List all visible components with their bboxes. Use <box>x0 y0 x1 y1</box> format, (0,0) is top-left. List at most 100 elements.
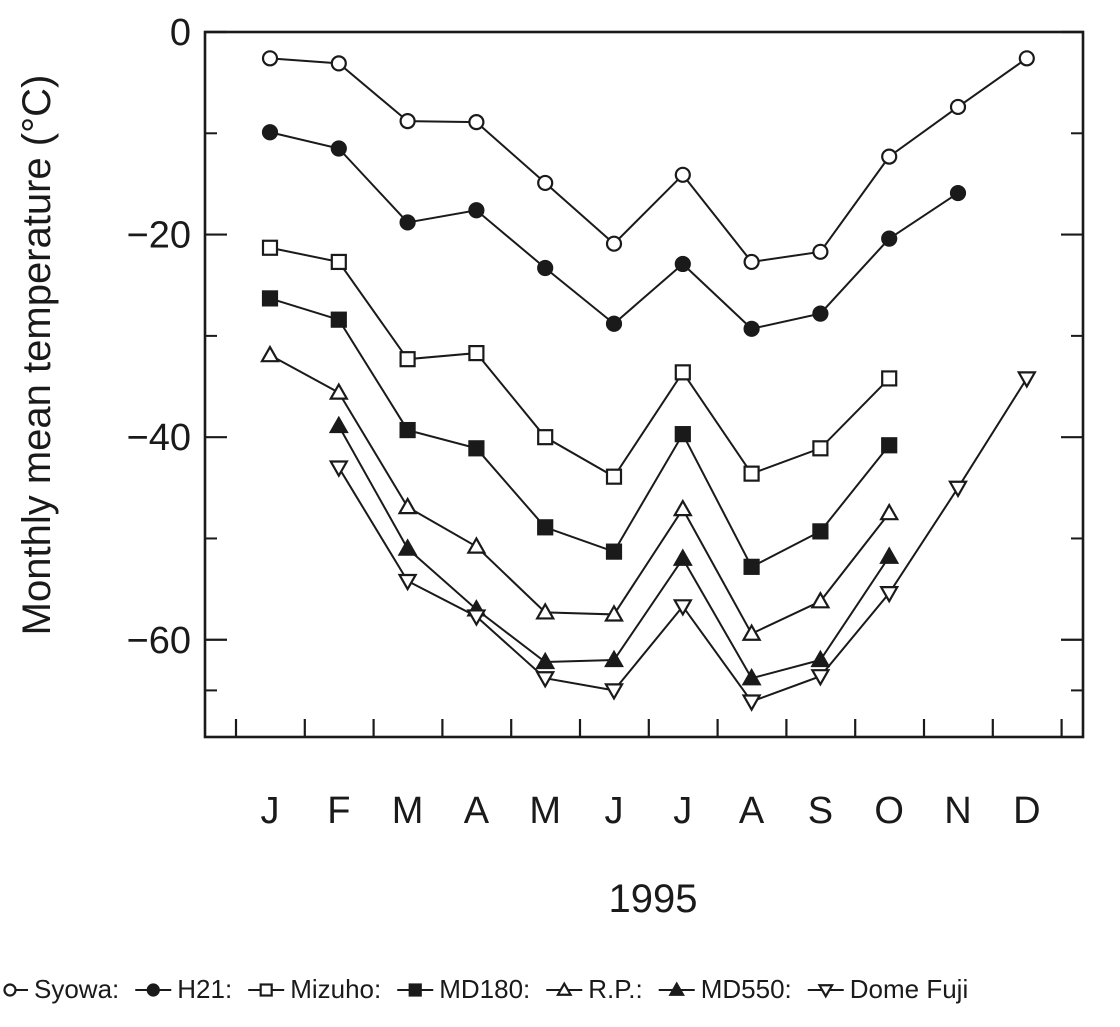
data-point-md180 <box>605 543 623 560</box>
plot-border <box>203 30 1085 739</box>
data-point-syowa <box>468 114 485 131</box>
data-point-dome-fuji <box>741 694 762 712</box>
series-dome-fuji <box>328 371 1037 712</box>
data-point-syowa <box>605 235 623 252</box>
data-point-md550 <box>810 649 831 668</box>
data-point-dome-fuji <box>328 460 349 478</box>
series-line-h21 <box>269 131 959 330</box>
month-label: J <box>605 790 624 832</box>
month-label: F <box>327 790 350 832</box>
month-label: J <box>261 790 280 832</box>
data-point-mizuho <box>261 239 279 256</box>
data-point-md180 <box>743 558 760 575</box>
data-point-md550 <box>672 548 693 566</box>
data-point-syowa <box>812 243 829 260</box>
data-point-dome-fuji <box>672 599 693 617</box>
data-point-md180 <box>330 311 347 328</box>
series-syowa <box>261 50 1035 271</box>
month-label: A <box>464 790 490 832</box>
series-line-syowa <box>269 57 1028 264</box>
month-label: J <box>673 790 692 832</box>
month-label: S <box>808 790 833 832</box>
data-point-r-p <box>879 502 900 521</box>
data-point-mizuho <box>881 370 898 387</box>
data-point-md180 <box>674 426 691 443</box>
data-point-h21 <box>399 214 416 231</box>
x-axis-title: 1995 <box>609 877 698 921</box>
data-point-mizuho <box>537 429 554 446</box>
data-point-md180 <box>399 421 416 439</box>
data-point-h21 <box>949 184 967 202</box>
legend-marker <box>556 981 573 996</box>
legend-item: H21: <box>135 974 232 1004</box>
data-point-h21 <box>468 202 485 219</box>
data-point-r-p <box>604 604 624 622</box>
y-tick-label: −20 <box>127 215 191 257</box>
data-point-md180 <box>468 440 485 457</box>
data-point-r-p <box>397 496 418 515</box>
data-point-dome-fuji <box>535 671 556 689</box>
y-axis-ticks: 0 −20 −40 −60 <box>127 12 1083 692</box>
data-point-md180 <box>537 519 554 536</box>
data-point-r-p <box>466 536 487 554</box>
series-md180 <box>261 290 898 575</box>
data-point-r-p <box>741 623 762 641</box>
data-point-syowa <box>743 253 760 271</box>
data-point-dome-fuji <box>1016 371 1037 389</box>
data-point-md550 <box>328 415 349 434</box>
data-point-h21 <box>743 320 760 337</box>
month-label: M <box>392 790 424 832</box>
series-line-mizuho <box>269 246 890 479</box>
data-point-mizuho <box>399 351 416 368</box>
data-point-dome-fuji <box>604 683 624 701</box>
data-point-syowa <box>1018 50 1035 67</box>
series-line-r-p <box>269 354 890 635</box>
legend-marker <box>3 983 17 997</box>
legend-marker <box>259 983 273 997</box>
data-point-h21 <box>537 259 554 277</box>
month-label: N <box>944 790 971 832</box>
data-point-mizuho <box>743 465 760 482</box>
legend-marker <box>668 981 685 996</box>
legend-label: MD180: <box>439 974 530 1004</box>
data-point-h21 <box>330 140 347 157</box>
data-point-md550 <box>741 667 762 686</box>
data-point-md550 <box>397 538 418 556</box>
data-point-r-p <box>328 382 349 400</box>
legend-label: Dome Fuji <box>850 974 968 1004</box>
data-point-dome-fuji <box>397 573 418 592</box>
legend-item: Dome Fuji <box>807 974 968 1004</box>
data-point-mizuho <box>330 253 347 271</box>
data-point-dome-fuji <box>879 586 900 604</box>
data-point-dome-fuji <box>810 669 831 687</box>
data-point-syowa <box>537 174 554 192</box>
month-label: M <box>529 790 561 832</box>
data-point-mizuho <box>468 344 485 362</box>
data-point-dome-fuji <box>466 609 487 627</box>
y-tick-label: −60 <box>127 620 191 662</box>
data-point-syowa <box>881 148 898 165</box>
month-label: A <box>739 790 765 832</box>
data-point-syowa <box>261 50 279 67</box>
legend-marker <box>408 983 422 997</box>
y-tick-label: −40 <box>127 417 191 459</box>
data-point-dome-fuji <box>948 480 968 499</box>
legend-marker <box>146 983 160 997</box>
series-layer <box>260 50 1037 712</box>
legend: Syowa: H21: Mizuho: MD180: R.P.: MD550: Dome F… <box>3 974 968 1004</box>
data-point-mizuho <box>605 468 623 485</box>
data-point-md550 <box>879 546 900 564</box>
plot-frame <box>203 30 1085 739</box>
legend-label: MD550: <box>701 974 792 1004</box>
legend-item: Syowa: <box>3 974 119 1004</box>
series-md550 <box>328 415 900 686</box>
data-point-r-p <box>535 602 556 620</box>
series-h21 <box>261 124 967 337</box>
month-label: D <box>1013 790 1040 832</box>
legend-marker <box>817 984 834 999</box>
data-point-md550 <box>604 649 624 668</box>
data-point-md180 <box>881 437 898 454</box>
legend-item: MD180: <box>397 974 530 1004</box>
